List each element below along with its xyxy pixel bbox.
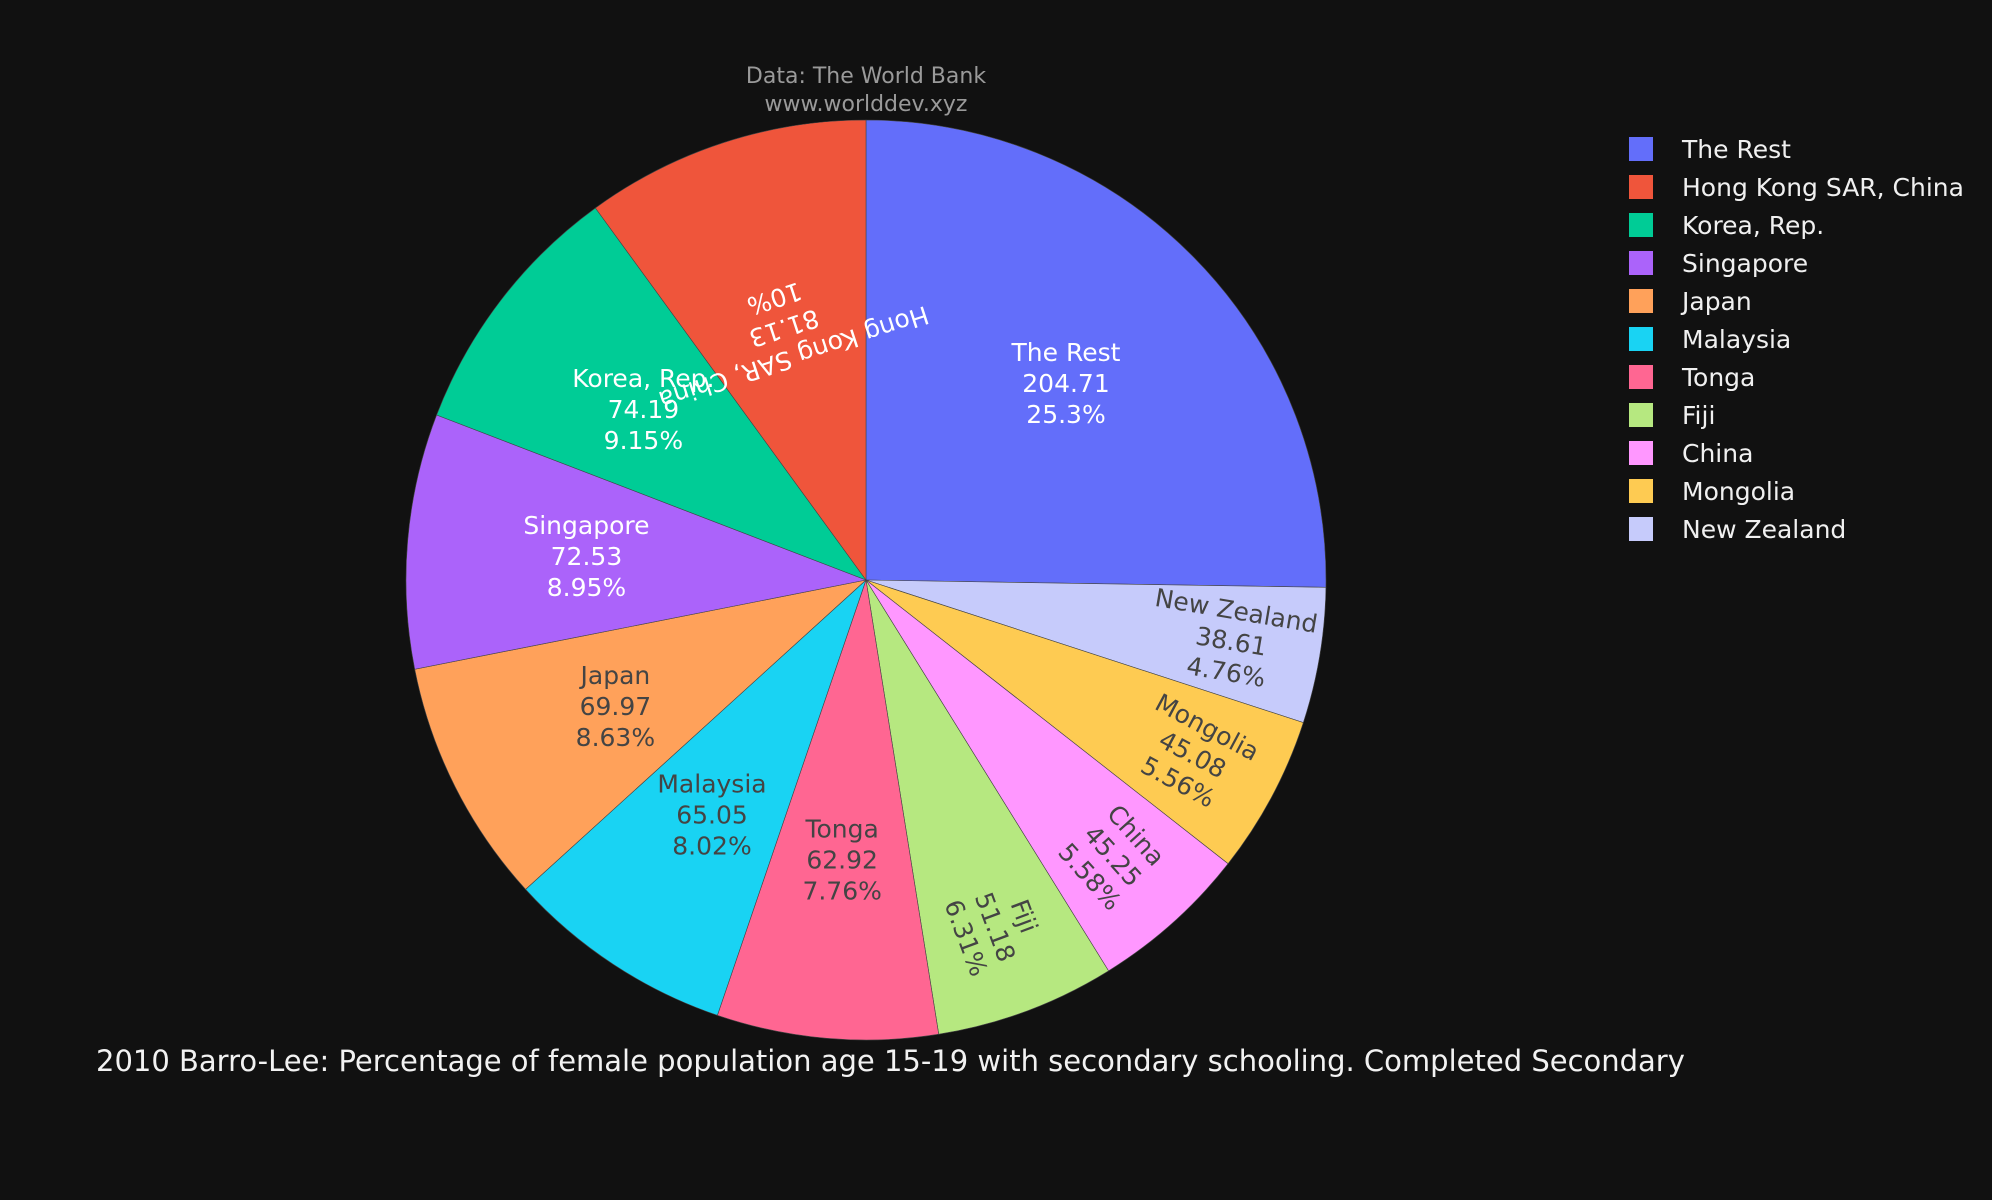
legend-label-hong-kong-sar-china[interactable]: Hong Kong SAR, China [1682,173,1964,202]
pie-slice-label-fiji: Fiji51.186.31% [938,874,1051,980]
pie-slice-the-rest[interactable] [865,119,1327,588]
legend-swatch-fiji[interactable] [1629,403,1653,427]
pie-slice-malaysia[interactable] [525,579,867,1016]
legend-label-japan[interactable]: Japan [1680,287,1752,316]
legend-label-the-rest[interactable]: The Rest [1681,135,1791,164]
pie-slice-label-the-rest: The Rest 204.71 25.3% [1011,338,1121,429]
legend-swatch-korea-rep[interactable] [1629,213,1653,237]
pie-slice-japan[interactable] [414,579,868,890]
legend-swatch-japan[interactable] [1629,289,1653,313]
legend-swatch-china[interactable] [1629,441,1653,465]
pie-slice-label-tonga: Tonga 62.92 7.76% [802,815,881,906]
pie-slice-label-japan: Japan 69.97 8.63% [576,661,655,752]
legend-swatch-new-zealand[interactable] [1629,517,1653,541]
legend-label-mongolia[interactable]: Mongolia [1682,477,1795,506]
legend-swatch-singapore[interactable] [1629,251,1653,275]
pie-slice-label-new-zealand: New Zealand38.614.76% [1143,583,1320,700]
legend-label-tonga[interactable]: Tonga [1681,363,1755,392]
legend-label-malaysia[interactable]: Malaysia [1682,325,1791,354]
legend-label-china[interactable]: China [1682,439,1753,468]
pie-slice-hong-kong-sar-china[interactable] [595,119,867,581]
source-line-2: www.worlddev.xyz [765,92,968,117]
legend-label-singapore[interactable]: Singapore [1682,249,1808,278]
pie-slices [405,119,1327,1041]
legend-swatch-tonga[interactable] [1629,365,1653,389]
legend-label-korea-rep[interactable]: Korea, Rep. [1682,211,1824,240]
chart-title: 2010 Barro-Lee: Percentage of female pop… [96,1044,1685,1078]
pie-slice-label-singapore: Singapore 72.53 8.95% [523,511,649,602]
pie-slice-mongolia[interactable] [865,579,1304,865]
pie-slice-korea-rep[interactable] [436,207,867,581]
legend-swatch-the-rest[interactable] [1629,137,1653,161]
legend-label-new-zealand[interactable]: New Zealand [1682,515,1846,544]
legend-swatch-malaysia[interactable] [1629,327,1653,351]
pie-slice-fiji[interactable] [865,579,1109,1035]
pie-slice-china[interactable] [865,579,1229,972]
pie-slice-tonga[interactable] [717,579,940,1041]
legend: The Rest Hong Kong SAR, China Korea, Rep. S… [1629,135,1964,544]
legend-swatch-mongolia[interactable] [1629,479,1653,503]
source-line-1: Data: The World Bank [746,64,986,89]
pie-slice-singapore[interactable] [405,414,868,670]
legend-label-fiji[interactable]: Fiji [1682,401,1715,430]
pie-slice-label-korea-rep: Korea, Rep. 74.19 9.15% [572,364,714,455]
legend-swatch-hong-kong-sar-china[interactable] [1629,175,1653,199]
pie-slice-label-malaysia: Malaysia 65.05 8.02% [657,770,766,861]
